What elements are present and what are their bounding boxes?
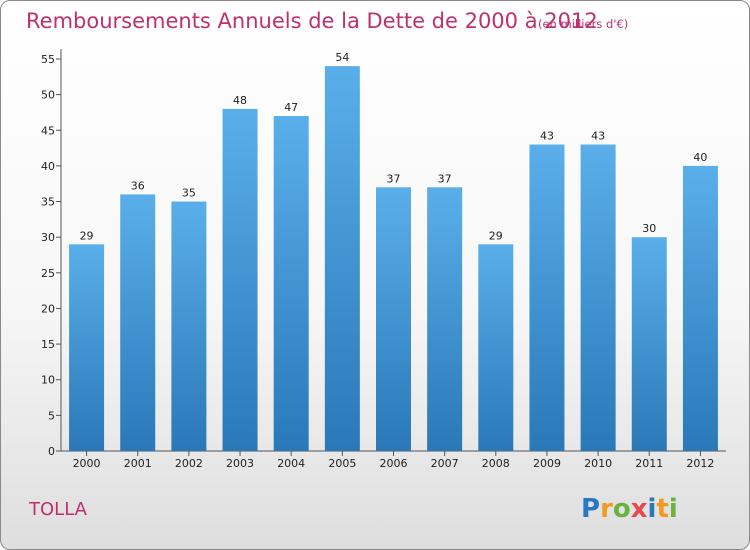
commune-name: TOLLA: [28, 499, 88, 520]
x-tick-label-2002: 2002: [175, 457, 203, 470]
value-label-2005: 54: [335, 51, 349, 64]
bar-2006: [376, 187, 411, 452]
value-label-2009: 43: [540, 130, 554, 143]
logo-letter: x: [631, 494, 648, 524]
bar-2008: [478, 244, 514, 451]
bar-2005: [324, 66, 360, 452]
x-tick-label-2001: 2001: [124, 457, 152, 470]
value-label-2011: 30: [642, 222, 656, 235]
y-tick-label: 25: [41, 267, 55, 280]
y-tick-label: 5: [48, 409, 55, 422]
x-tick-label-2007: 2007: [431, 457, 459, 470]
value-label-2012: 40: [693, 151, 707, 164]
x-tick-label-2011: 2011: [635, 457, 663, 470]
x-tick-label-2009: 2009: [533, 457, 561, 470]
x-tick-label-2010: 2010: [584, 457, 612, 470]
value-label-2001: 36: [131, 179, 145, 192]
logo-letter: i: [648, 494, 657, 524]
x-tick-label-2006: 2006: [380, 457, 408, 470]
x-tick-label-2008: 2008: [482, 457, 510, 470]
x-tick-label-2003: 2003: [226, 457, 254, 470]
y-tick-label: 50: [41, 89, 55, 102]
value-label-2008: 29: [489, 229, 503, 242]
y-tick-label: 45: [41, 124, 55, 137]
y-tick-label: 0: [48, 445, 55, 458]
y-tick-label: 20: [41, 302, 55, 315]
bar-2001: [120, 194, 156, 451]
bar-2002: [171, 201, 207, 451]
value-label-2004: 47: [284, 101, 298, 114]
x-tick-label-2000: 2000: [73, 457, 101, 470]
y-tick-label: 15: [41, 338, 55, 351]
logo-letter: o: [613, 494, 631, 524]
y-axis: 0 5 10 15 20 25 30 35 40 45 50 55: [41, 53, 61, 458]
bar-2009: [529, 144, 565, 451]
value-label-2006: 37: [387, 172, 401, 185]
value-label-2000: 29: [80, 229, 94, 242]
x-tick-label-2005: 2005: [328, 457, 356, 470]
logo-letter: r: [600, 494, 613, 524]
proxiti-logo: Proxiti: [581, 494, 678, 524]
logo-letter: P: [581, 494, 600, 524]
value-label-2007: 37: [438, 172, 452, 185]
x-tick-label-2012: 2012: [686, 457, 714, 470]
chart-title: Remboursements Annuels de la Dette de 20…: [26, 9, 598, 33]
chart-subtitle: (en milliers d'€): [538, 17, 628, 31]
logo-letter: t: [656, 494, 668, 524]
bar-2000: [69, 244, 105, 451]
y-tick-label: 35: [41, 196, 55, 209]
bar-2007: [427, 187, 463, 452]
y-tick-label: 10: [41, 374, 55, 387]
bar-2012: [682, 165, 718, 451]
bar-2010: [580, 144, 616, 451]
x-tick-label-2004: 2004: [277, 457, 305, 470]
y-tick-label: 55: [41, 53, 55, 66]
bars: 29 2000 36 2001 35 2002 48 2003 47 2004 54 2005 37 20…: [69, 51, 718, 470]
bar-2003: [222, 108, 258, 452]
logo-letter: i: [669, 494, 678, 524]
bar-2011: [631, 237, 667, 451]
y-tick-label: 40: [41, 160, 55, 173]
value-label-2003: 48: [233, 94, 247, 107]
value-label-2002: 35: [182, 187, 196, 200]
y-tick-label: 30: [41, 231, 55, 244]
bar-2004: [273, 116, 309, 451]
value-label-2010: 43: [591, 130, 605, 143]
